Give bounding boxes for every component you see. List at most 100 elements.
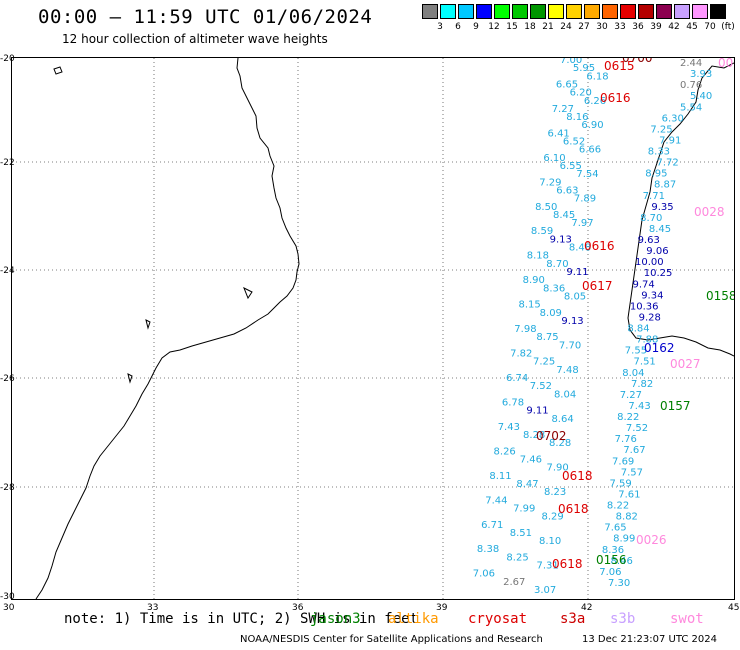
scale-swatch [674, 4, 690, 19]
wave-height-value: 10.36 [630, 301, 659, 312]
wave-height-value: 9.74 [632, 279, 654, 290]
wave-height-value: 7.52 [530, 381, 552, 392]
scale-label: 21 [542, 22, 554, 32]
lon-label: 45 [728, 603, 740, 613]
wave-height-value: 7.06 [599, 567, 621, 578]
island-marker-2 [145, 319, 151, 330]
legend-swot: swot [670, 611, 704, 627]
pass-time-label: 0618 [558, 502, 589, 516]
wave-height-value: 7.82 [510, 349, 532, 360]
wave-height-value: 7.43 [628, 401, 650, 412]
wave-height-value: 9.11 [526, 406, 548, 417]
wave-height-value: 8.99 [613, 534, 635, 545]
wave-height-value: 9.63 [638, 235, 660, 246]
scale-swatch [494, 4, 510, 19]
pass-time-label: 0616 [584, 239, 615, 253]
wave-height-value: 9.11 [566, 267, 588, 278]
pass-time-label: 0156 [596, 553, 627, 567]
legend-altika: altika [388, 611, 439, 627]
pass-time-label: 002 [718, 58, 734, 70]
wave-height-value: 8.95 [645, 169, 667, 180]
wave-height-value: 9.28 [639, 312, 661, 323]
scale-swatch [620, 4, 636, 19]
lon-label: 39 [436, 603, 448, 613]
island-marker-3 [127, 373, 133, 384]
scale-label: 42 [668, 22, 680, 32]
wave-height-value: 8.50 [535, 202, 557, 213]
wave-height-value: 7.25 [650, 124, 672, 135]
legend-s3b: s3b [610, 611, 636, 627]
wave-height-value: 7.30 [608, 578, 630, 589]
wave-height-value: 8.51 [510, 528, 532, 539]
lat-label: -24 [0, 266, 15, 276]
wave-height-value: 8.29 [541, 512, 563, 523]
wave-height-value: 7.67 [623, 445, 645, 456]
legend-cryosat: cryosat [468, 611, 528, 627]
lat-label: -30 [0, 592, 15, 602]
lat-label: -28 [0, 483, 15, 493]
scale-label: 3 [437, 22, 443, 32]
scale-label: 18 [524, 22, 536, 32]
scale-label: 70 [704, 22, 716, 32]
lon-label: 30 [3, 603, 15, 613]
wave-height-value: 0.76 [680, 80, 702, 91]
pass-time-label: 0616 [600, 91, 631, 105]
wave-height-value: 8.18 [527, 251, 549, 262]
wave-height-value: 8.36 [602, 545, 624, 556]
wave-height-value: 6.52 [563, 137, 585, 148]
mozambique-coastline [35, 58, 300, 599]
scale-label: 45 [686, 22, 698, 32]
map-subtitle: 12 hour collection of altimeter wave hei… [62, 32, 328, 46]
wave-height-value: 8.47 [516, 479, 538, 490]
wave-height-value: 6.66 [579, 145, 601, 156]
timestamp: 13 Dec 21:23:07 UTC 2024 [582, 634, 717, 645]
wave-height-value: 6.20 [570, 88, 592, 99]
wave-height-value: 7.51 [634, 357, 656, 368]
wave-height-value: 8.25 [506, 552, 528, 563]
scale-label: 6 [455, 22, 461, 32]
altimeter-tracks: 7.005.956.186.656.206.267.278.166.906.41… [473, 58, 734, 596]
wave-height-value: 7.52 [626, 423, 648, 434]
wave-height-value: 7.72 [657, 158, 679, 169]
lon-label: 42 [581, 603, 593, 613]
scale-swatch [458, 4, 474, 19]
wave-height-value: 3.93 [690, 69, 712, 80]
legend-s3a: s3a [560, 611, 586, 627]
wave-height-value: 7.98 [514, 324, 536, 335]
wave-height-value: 8.70 [546, 259, 568, 270]
wave-height-value: 2.44 [680, 58, 702, 69]
scale-swatch [530, 4, 546, 19]
wave-height-value: 2.67 [503, 577, 525, 588]
pass-time-label: 0162 [644, 341, 675, 355]
wave-height-value: 7.70 [559, 340, 581, 351]
wave-height-value: 10.25 [644, 268, 673, 279]
wave-height-value: 7.48 [556, 365, 578, 376]
wave-height-value: 8.04 [622, 368, 644, 379]
wave-height-value: 6.63 [556, 185, 578, 196]
wave-height-value: 7.97 [571, 218, 593, 229]
wave-height-value: 7.31 [536, 561, 558, 572]
graticule [12, 58, 734, 599]
wave-height-value: 7.29 [539, 177, 561, 188]
wave-height-value: 8.10 [539, 536, 561, 547]
wave-height-value: 9.13 [550, 234, 572, 245]
wave-height-value: 6.18 [586, 71, 608, 82]
wave-height-value: 7.43 [498, 422, 520, 433]
scale-unit: (ft) [721, 22, 735, 32]
scale-label: 9 [473, 22, 479, 32]
scale-swatch [692, 4, 708, 19]
wave-height-value: 7.46 [520, 455, 542, 466]
scale-swatch [656, 4, 672, 19]
wave-height-value: 8.28 [549, 438, 571, 449]
wave-height-value: 8.45 [553, 210, 575, 221]
wave-height-value: 8.70 [640, 213, 662, 224]
wave-height-value: 9.35 [651, 202, 673, 213]
wave-height-value: 7.71 [643, 191, 665, 202]
pass-time-label: 0615 [604, 59, 635, 73]
wave-height-value: 6.74 [506, 373, 528, 384]
wave-height-value: 8.59 [531, 226, 553, 237]
wave-height-value: 3.07 [534, 585, 556, 596]
wave-height-value: 8.84 [627, 324, 649, 335]
color-scale: 3 6 9 12 15 18 21 24 27 30 33 36 39 42 45 70 (ft) [422, 4, 735, 34]
lat-label: -26 [0, 374, 15, 384]
